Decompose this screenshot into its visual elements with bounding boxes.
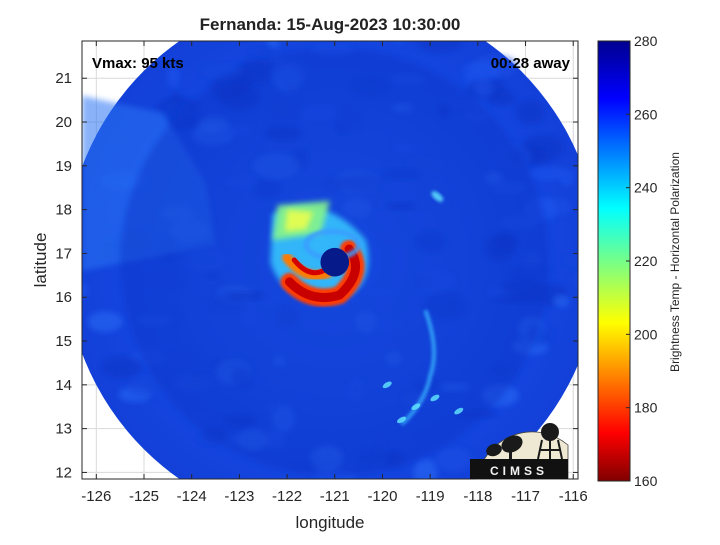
cloud-patch [267, 41, 280, 48]
storm-structure [120, 47, 550, 477]
brightness-temperature-field [82, 41, 578, 479]
cloud-patch [413, 458, 438, 479]
eyewall-west-orange [282, 252, 333, 281]
colorbar-ticks: 160 180 200 220 240 260 280 [626, 33, 658, 489]
eyewall-west-red [291, 257, 326, 276]
y-tick-label: 21 [55, 70, 72, 87]
dish-mount-icon [509, 448, 512, 459]
x-tick-label: -117 [511, 488, 540, 505]
colorbar-tick-label: 240 [634, 180, 658, 196]
rainband-cell [382, 381, 392, 389]
colorbar-tick-label: 260 [634, 106, 658, 122]
colorbar-tick-label: 280 [634, 33, 658, 49]
north-band-yellow [284, 209, 314, 232]
y-tick-label: 14 [55, 377, 72, 394]
x-ticks: -126 -125 -124 -123 -122 -121 -120 -119 -118 -117… [81, 41, 588, 505]
cloud-patch [435, 447, 472, 472]
axes-frame [81, 40, 579, 480]
y-tick-label: 20 [55, 114, 72, 131]
chart-title: Fernanda: 15-Aug-2023 10:30:00 [200, 15, 461, 34]
rainband-cell [411, 403, 421, 411]
vmax-annotation: Vmax: 95 kts [92, 55, 184, 72]
eyewall-south-red [284, 244, 361, 303]
y-tick-label: 13 [55, 421, 72, 438]
x-tick-label: -122 [272, 488, 302, 505]
colorbar-tick-label: 220 [634, 253, 658, 269]
colorbar [597, 40, 631, 482]
cloud-patch [474, 79, 494, 99]
cloud-patch [488, 90, 516, 107]
rainband-south [400, 309, 436, 426]
tower-legs-icon [537, 439, 563, 460]
cloud-patch [251, 47, 286, 58]
small-dish-icon [486, 443, 502, 457]
cloud-patch [574, 270, 578, 287]
cloud-patch [101, 356, 143, 379]
cloud-patch [515, 99, 545, 125]
y-tick-label: 17 [55, 245, 72, 262]
cloud-patch [529, 167, 577, 181]
x-tick-label: -116 [559, 488, 588, 505]
x-tick-label: -121 [320, 488, 350, 505]
water-tower-icon [541, 423, 559, 441]
x-tick-label: -124 [177, 488, 207, 505]
cloud-patch [462, 61, 501, 81]
colorbar-label: Brightness Temp - Horizontal Polarizatio… [668, 152, 682, 372]
cloud-patch [87, 311, 123, 333]
cloud-patch [127, 375, 164, 398]
logo-text: CIMSS [490, 464, 548, 478]
cloud-patch [167, 62, 180, 89]
rainband-cell [430, 394, 440, 402]
x-tick-label: -123 [224, 488, 254, 505]
x-tick-label: -126 [81, 488, 111, 505]
y-tick-label: 12 [55, 464, 72, 481]
colorbar-tick-label: 180 [634, 400, 658, 416]
x-tick-label: -118 [463, 488, 492, 505]
rainband-cell-ne [431, 191, 444, 202]
cimss-logo: CIMSS [470, 423, 569, 480]
y-axis-label: latitude [31, 233, 50, 288]
cloud-patch [553, 294, 570, 308]
x-tick-label: -125 [129, 488, 159, 505]
colorbar-tick-label: 200 [634, 326, 658, 342]
cloud-patch [564, 253, 578, 267]
y-tick-label: 15 [55, 333, 72, 350]
eye [320, 247, 350, 277]
time-offset-annotation: 00:28 away [491, 55, 571, 72]
x-axis-label: longitude [295, 513, 364, 532]
rainband-cell [397, 416, 407, 424]
logo-banner [470, 459, 568, 479]
cloud-patch [391, 41, 405, 45]
cloud-patch [417, 41, 463, 54]
colorbar-tick-label: 160 [634, 473, 658, 489]
y-tick-label: 18 [55, 202, 72, 219]
y-ticks: 12 13 14 15 16 17 18 19 20 21 [55, 70, 578, 481]
y-tick-label: 19 [55, 158, 72, 175]
x-tick-label: -119 [416, 488, 445, 505]
y-tick-label: 16 [55, 289, 72, 306]
satellite-dish-icon [501, 435, 523, 453]
x-tick-label: -120 [367, 488, 397, 505]
cloud-patch [82, 282, 89, 299]
rainband-cell [454, 407, 464, 415]
